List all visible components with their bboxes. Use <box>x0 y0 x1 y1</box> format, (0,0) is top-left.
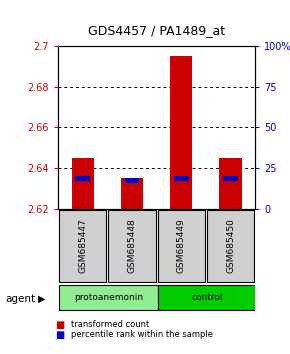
Bar <box>157 285 256 310</box>
Text: ■: ■ <box>55 330 64 339</box>
Text: percentile rank within the sample: percentile rank within the sample <box>71 330 213 339</box>
Bar <box>207 210 254 282</box>
Text: GDS4457 / PA1489_at: GDS4457 / PA1489_at <box>88 24 225 37</box>
Text: GSM685447: GSM685447 <box>78 219 87 273</box>
Text: GSM685450: GSM685450 <box>226 218 235 274</box>
Bar <box>121 178 143 209</box>
Text: GSM685448: GSM685448 <box>127 219 137 273</box>
Text: control: control <box>191 293 223 302</box>
Bar <box>75 176 90 181</box>
Text: transformed count: transformed count <box>71 320 149 329</box>
Text: ▶: ▶ <box>38 294 46 304</box>
Text: ■: ■ <box>55 320 64 330</box>
Bar <box>157 210 205 282</box>
Bar <box>223 176 238 181</box>
Text: agent: agent <box>6 294 36 304</box>
Bar <box>59 285 157 310</box>
Bar <box>170 56 192 209</box>
Bar <box>125 178 139 183</box>
Bar <box>72 158 94 209</box>
Bar <box>59 210 106 282</box>
Bar <box>220 158 242 209</box>
Bar <box>174 176 188 181</box>
Bar <box>108 210 156 282</box>
Text: protoanemonin: protoanemonin <box>74 293 143 302</box>
Text: GSM685449: GSM685449 <box>177 219 186 273</box>
